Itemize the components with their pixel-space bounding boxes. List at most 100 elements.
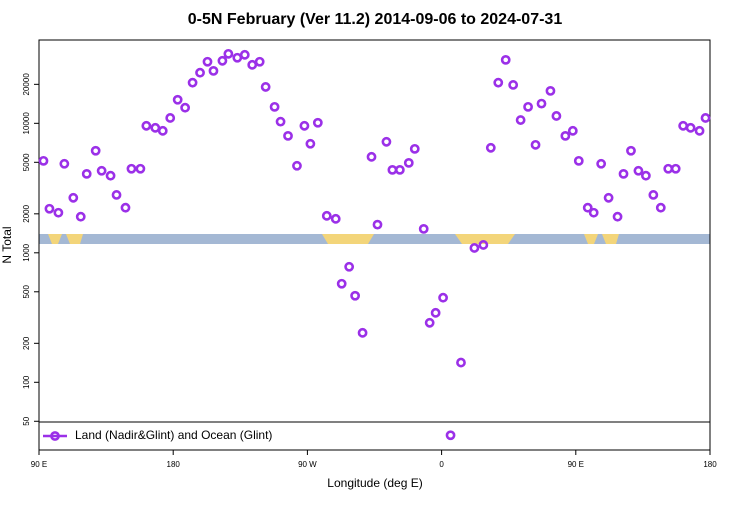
x-axis-label: Longitude (deg E) [327,476,422,490]
point [372,219,383,230]
point [75,211,86,222]
point [44,203,55,214]
point [59,158,70,169]
point [344,261,355,272]
point [202,56,213,67]
point [515,115,526,125]
point [573,155,584,166]
point [269,101,280,112]
plot-frame [38,39,711,451]
point [640,170,651,181]
point [523,101,533,112]
point [648,190,659,200]
point [366,151,377,162]
point [90,145,101,156]
point [700,113,711,123]
x-tick-label: 90 E [31,460,47,469]
y-tick-label: 1000 [22,243,31,261]
point [223,48,234,59]
x-tick-label: 180 [703,460,717,469]
point [418,223,429,234]
point [530,139,541,150]
point [493,77,504,88]
point [141,120,152,131]
point [582,202,593,213]
land-shapes [48,234,619,244]
point [403,157,414,168]
point [292,160,302,171]
y-tick-label: 10000 [22,112,31,135]
point [670,163,681,174]
point [603,192,614,203]
point [275,116,286,127]
point [135,163,146,174]
point [336,278,347,289]
point [53,207,64,218]
point [239,49,250,60]
point [381,136,392,147]
point [321,210,332,221]
point [299,120,310,131]
point [105,170,116,181]
point [157,125,168,136]
chart-title: 0-5N February (Ver 11.2) 2014-09-06 to 2… [188,11,563,28]
point [38,155,49,166]
y-tick-label: 5000 [22,153,31,171]
y-tick-label: 50 [22,416,31,425]
point [254,56,265,67]
point [350,290,361,301]
point [685,122,696,133]
point [409,143,420,154]
point [120,202,131,213]
legend-marker [50,431,60,441]
point [424,317,435,328]
point [387,164,398,175]
point [357,327,368,338]
x-tick-label: 180 [167,460,181,469]
point [612,211,623,222]
y-axis-label: N Total [0,226,14,263]
point [485,142,496,153]
point [567,125,578,136]
point [208,65,219,76]
point [545,85,556,96]
point [445,430,456,441]
point [312,117,323,128]
point [508,80,519,90]
point [626,145,636,156]
y-tick-label: 100 [22,375,31,389]
point [305,138,316,149]
point [633,165,644,176]
map-strip [39,234,710,244]
x-tick-label: 90 W [298,460,317,469]
y-tick-label: 500 [22,285,31,299]
point [217,55,228,66]
point [430,307,441,318]
point [618,168,629,179]
point [694,125,705,136]
point [232,52,243,63]
y-tick-label: 200 [22,336,31,350]
point [663,163,674,174]
ocean-band [39,234,710,244]
legend-label: Land (Nadir&Glint) and Ocean (Glint) [75,428,272,442]
x-tick-label: 90 E [568,460,584,469]
y-tick-label: 20000 [22,73,31,96]
point [655,202,666,213]
point [469,243,480,253]
point [96,165,107,176]
point [81,168,92,179]
point [247,59,258,70]
point [111,190,122,200]
point [678,120,689,131]
point [150,122,161,133]
point [560,130,571,141]
point [551,111,562,121]
point [456,357,466,368]
point [394,164,405,175]
point [187,77,198,88]
point [438,292,448,303]
point [536,98,547,109]
